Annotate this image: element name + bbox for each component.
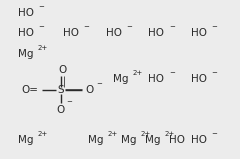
Text: 2+: 2+ xyxy=(141,131,151,137)
Text: −: − xyxy=(169,70,175,76)
Text: S: S xyxy=(57,85,64,95)
Text: Mg: Mg xyxy=(145,135,160,145)
Text: −: − xyxy=(38,24,44,31)
Text: Mg: Mg xyxy=(18,135,34,145)
Text: −: − xyxy=(96,82,102,87)
Text: 2+: 2+ xyxy=(108,131,118,137)
Text: −: − xyxy=(212,131,217,137)
Text: −: − xyxy=(212,24,217,31)
Text: −: − xyxy=(126,24,132,31)
Text: HO: HO xyxy=(169,135,185,145)
Text: Mg: Mg xyxy=(121,135,137,145)
Text: 2+: 2+ xyxy=(38,131,48,137)
Text: HO: HO xyxy=(191,135,207,145)
Text: Mg: Mg xyxy=(113,74,128,84)
Text: O: O xyxy=(86,85,94,95)
Text: O=: O= xyxy=(21,85,38,95)
Text: 2+: 2+ xyxy=(38,45,48,51)
Text: Mg: Mg xyxy=(18,49,34,59)
Text: −: − xyxy=(212,70,217,76)
Text: −: − xyxy=(84,24,89,31)
Text: O: O xyxy=(57,105,65,115)
Text: Mg: Mg xyxy=(88,135,103,145)
Text: HO: HO xyxy=(18,28,34,38)
Text: O: O xyxy=(58,65,66,75)
Text: −: − xyxy=(169,24,175,31)
Text: HO: HO xyxy=(149,28,164,38)
Text: HO: HO xyxy=(63,28,79,38)
Text: HO: HO xyxy=(191,74,207,84)
Text: HO: HO xyxy=(149,74,164,84)
Text: 2+: 2+ xyxy=(133,70,143,76)
Text: −: − xyxy=(38,4,44,10)
Text: 2+: 2+ xyxy=(165,131,175,137)
Text: HO: HO xyxy=(18,8,34,18)
Text: HO: HO xyxy=(191,28,207,38)
Text: −: − xyxy=(66,99,72,105)
Text: HO: HO xyxy=(106,28,122,38)
